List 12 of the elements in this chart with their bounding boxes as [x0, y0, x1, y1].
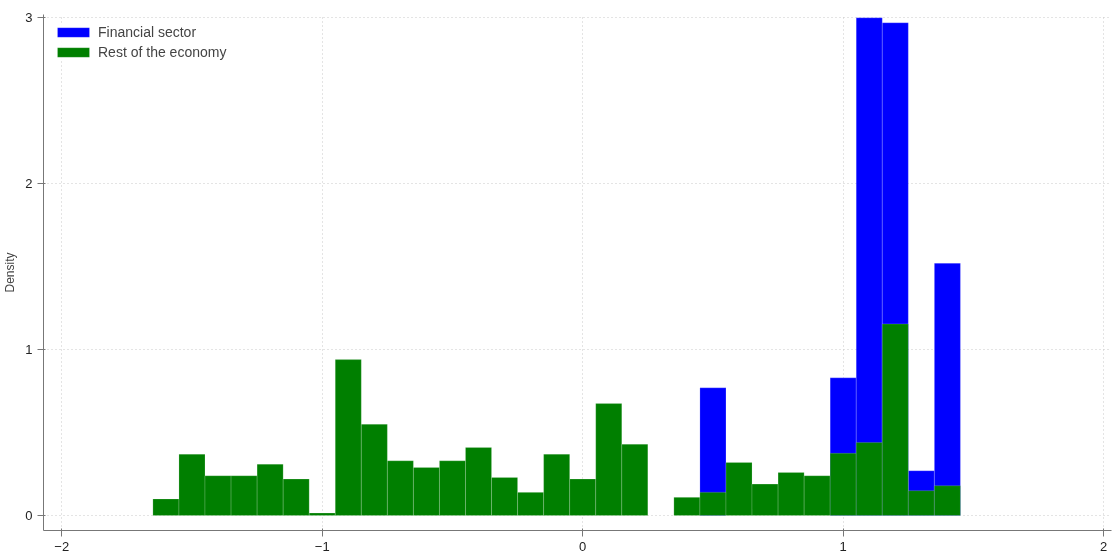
y-tick-label: 3 [25, 10, 33, 26]
y-tick-label: 2 [25, 176, 33, 192]
x-tick-label: 1 [839, 538, 847, 553]
legend-label: Rest of the economy [98, 44, 227, 60]
legend-label: Financial sector [98, 24, 197, 40]
x-tick-label: 2 [1100, 538, 1108, 553]
y-tick-label: 1 [25, 342, 33, 358]
y-tick-label: 0 [25, 508, 33, 524]
x-tick-label: −1 [314, 538, 330, 553]
x-tick-label: 0 [579, 538, 587, 553]
x-tick-label: −2 [54, 538, 70, 553]
y-axis-title: Density [3, 252, 18, 293]
